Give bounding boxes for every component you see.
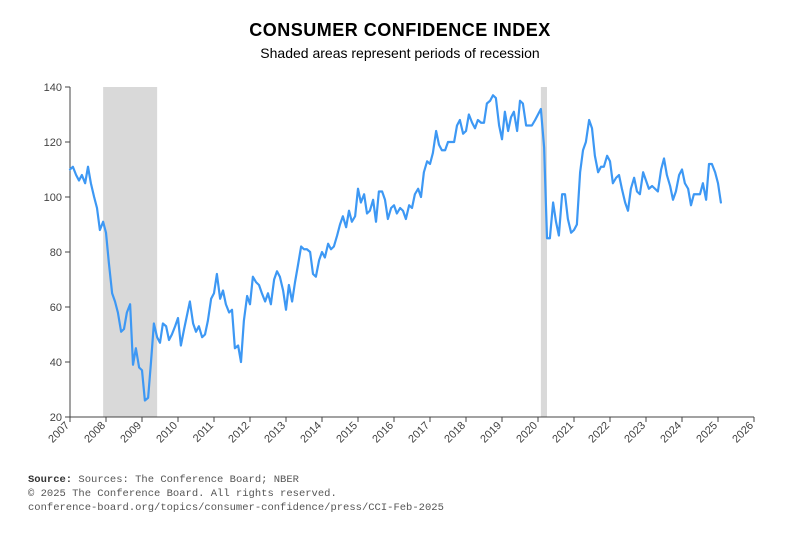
chart-footer: Source: Sources: The Conference Board; N… — [28, 473, 772, 516]
x-tick-label: 2010 — [154, 420, 180, 446]
cci-series-line — [70, 95, 721, 400]
x-tick-label: 2020 — [514, 420, 540, 446]
chart-container: CONSUMER CONFIDENCE INDEX Shaded areas r… — [0, 0, 800, 550]
source-text: Sources: The Conference Board; NBER — [78, 474, 299, 486]
source-label: Source: — [28, 474, 72, 486]
x-tick-label: 2018 — [442, 420, 468, 446]
copyright-line: © 2025 The Conference Board. All rights … — [28, 487, 772, 501]
y-tick-label: 140 — [44, 82, 62, 94]
url-line: conference-board.org/topics/consumer-con… — [28, 501, 772, 515]
chart-subtitle: Shaded areas represent periods of recess… — [28, 45, 772, 61]
y-tick-label: 80 — [50, 247, 62, 259]
x-tick-label: 2016 — [370, 420, 396, 446]
x-tick-label: 2026 — [730, 420, 756, 446]
x-tick-label: 2024 — [658, 420, 684, 446]
y-tick-label: 120 — [44, 137, 62, 149]
chart-title: CONSUMER CONFIDENCE INDEX — [28, 20, 772, 41]
x-tick-label: 2017 — [406, 420, 432, 446]
x-tick-label: 2022 — [586, 420, 612, 446]
x-tick-label: 2013 — [262, 420, 288, 446]
x-tick-label: 2025 — [694, 420, 720, 446]
x-tick-label: 2009 — [118, 420, 144, 446]
source-line: Source: Sources: The Conference Board; N… — [28, 473, 772, 487]
y-tick-label: 60 — [50, 302, 62, 314]
line-chart-svg: 2040608010012014020072008200920102011201… — [28, 79, 772, 459]
chart-area: 2040608010012014020072008200920102011201… — [28, 79, 772, 459]
x-tick-label: 2008 — [82, 420, 108, 446]
y-tick-label: 100 — [44, 192, 62, 204]
x-tick-label: 2015 — [334, 420, 360, 446]
y-tick-label: 40 — [50, 357, 62, 369]
x-tick-label: 2011 — [191, 420, 216, 445]
x-tick-label: 2014 — [298, 420, 324, 446]
x-tick-label: 2023 — [622, 420, 648, 446]
x-tick-label: 2019 — [478, 420, 504, 446]
x-tick-label: 2021 — [550, 420, 576, 446]
recession-band — [103, 87, 157, 417]
x-tick-label: 2012 — [226, 420, 252, 446]
